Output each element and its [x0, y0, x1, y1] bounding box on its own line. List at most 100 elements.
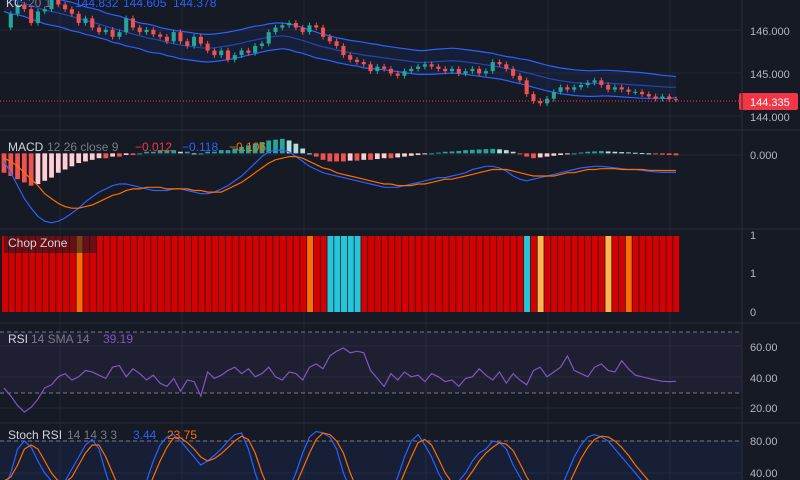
macd-value-macd: −0.118 [182, 140, 218, 154]
macd-histogram-bar [673, 153, 679, 156]
chop-zone-bar [205, 236, 212, 312]
candle-body [558, 87, 563, 92]
macd-histogram-bar [8, 153, 14, 176]
chop-zone-bar [632, 236, 639, 312]
chop-zone-bar [137, 236, 144, 312]
macd-histogram-bar [402, 153, 407, 157]
macd-histogram-bar [381, 153, 387, 159]
macd-histogram-bar [313, 153, 319, 157]
candle-body [137, 27, 142, 33]
macd-histogram-bar [436, 152, 441, 154]
stoch-params: 14 14 3 3 [67, 428, 117, 442]
rsi-tick-60: 60.00 [750, 342, 778, 354]
chop-zone-bar [327, 236, 334, 312]
kc-tick-145: 145.000 [750, 69, 790, 81]
candle-body [124, 18, 129, 33]
chop-zone-bar [96, 236, 103, 312]
macd-histogram-bar [89, 153, 95, 160]
candle-body [117, 32, 122, 37]
rsi-band-fill [0, 332, 742, 393]
chop-zone-bar [408, 236, 415, 312]
rsi-pane[interactable]: RSI 14 SMA 14 39.19 60.00 40.00 20.00 [0, 331, 778, 415]
candle-body [544, 98, 550, 104]
macd-histogram-bar [150, 151, 156, 154]
macd-histogram-bar [347, 153, 353, 161]
macd-histogram-bar [110, 153, 115, 157]
chop-zone-bar [510, 236, 517, 312]
macd-histogram-bar [307, 153, 312, 155]
candle-body [76, 13, 81, 23]
chop-zone-bar [225, 236, 232, 312]
macd-histogram-bar [1, 153, 7, 173]
chop-zone-bar [178, 236, 185, 312]
rsi-line [3, 347, 677, 413]
macd-histogram-bar [212, 151, 217, 154]
stoch-value-d: 23.75 [167, 428, 197, 442]
chop-zone-bar [130, 236, 137, 312]
chop-zone-bar [361, 236, 368, 312]
candle-body [578, 84, 584, 88]
candle-body [178, 32, 183, 42]
macd-histogram-bar [503, 150, 509, 154]
candle-body [422, 64, 427, 67]
chop-zone-bar [537, 236, 544, 312]
candle-body [497, 62, 502, 65]
macd-histogram-bar [171, 150, 177, 154]
chop-zone-bar [103, 236, 110, 312]
kc-title: KC [6, 0, 23, 10]
macd-histogram-bar [605, 151, 611, 154]
stoch-pane[interactable]: Stoch RSI 14 14 3 3 3.44 23.75 80.00 40.… [0, 428, 778, 480]
macd-histogram-bar [273, 139, 278, 154]
candle-body [456, 68, 461, 74]
candle-body [171, 32, 176, 42]
chop-zone-bar [110, 236, 117, 312]
macd-histogram-bar [293, 143, 299, 154]
chop-zone-bar [612, 236, 619, 312]
chop-zone-bar [591, 236, 598, 312]
macd-histogram-bar [517, 153, 523, 155]
macd-histogram-bar [62, 153, 68, 170]
chop-zone-bar [218, 236, 225, 312]
kc-upper-line [59, 0, 677, 78]
chop-zone-bar [63, 236, 69, 312]
chop-zone-bar [22, 236, 29, 312]
candle-body [69, 9, 74, 14]
chop-zone-bar [435, 236, 442, 312]
candle-body [653, 96, 658, 99]
macd-histogram-bar [422, 153, 428, 155]
chop-zone-bar [42, 236, 49, 312]
chop-zone-bar [2, 236, 8, 312]
rsi-lines [3, 347, 677, 413]
macd-histogram-bar [490, 148, 496, 154]
chop-zone-bar [605, 236, 612, 312]
candle-body [334, 41, 339, 46]
chop-zone-bar [76, 236, 83, 312]
candle-body [273, 27, 278, 33]
candle-body [90, 18, 95, 28]
macd-histogram-bar [476, 149, 482, 154]
candle-body [198, 36, 203, 44]
chop-zone-bar [368, 236, 375, 312]
macd-histogram-bar [103, 153, 109, 159]
kc-value-upper: 144.832 [75, 0, 119, 10]
macd-pane[interactable]: MACD 12 26 close 9 −0.012 −0.118 −0.106 … [1, 138, 778, 224]
chop-zone-bar [544, 236, 551, 312]
chop-pane[interactable]: Chop Zone 1 1 0 [2, 230, 756, 319]
chop-zone-bar [517, 236, 524, 312]
kc-candles[interactable] [8, 0, 679, 107]
chop-zone-bar [564, 236, 571, 312]
candle-body [96, 27, 102, 33]
chop-zone-bar [422, 236, 429, 312]
chop-zone-bar [185, 236, 192, 312]
chop-zone-bar [171, 236, 178, 312]
macd-value-signal: −0.106 [229, 140, 266, 154]
stoch-lines [4, 430, 649, 480]
candle-body [436, 66, 441, 69]
kc-pane[interactable]: KC 20 1 144.832 144.605 144.378 146.000 … [0, 0, 798, 124]
chop-zone-bar [449, 236, 456, 312]
candle-body [266, 32, 271, 44]
macd-histogram-bar [354, 153, 360, 161]
macd-histogram-bar [225, 150, 231, 154]
chop-tick-top: 1 [750, 230, 756, 242]
